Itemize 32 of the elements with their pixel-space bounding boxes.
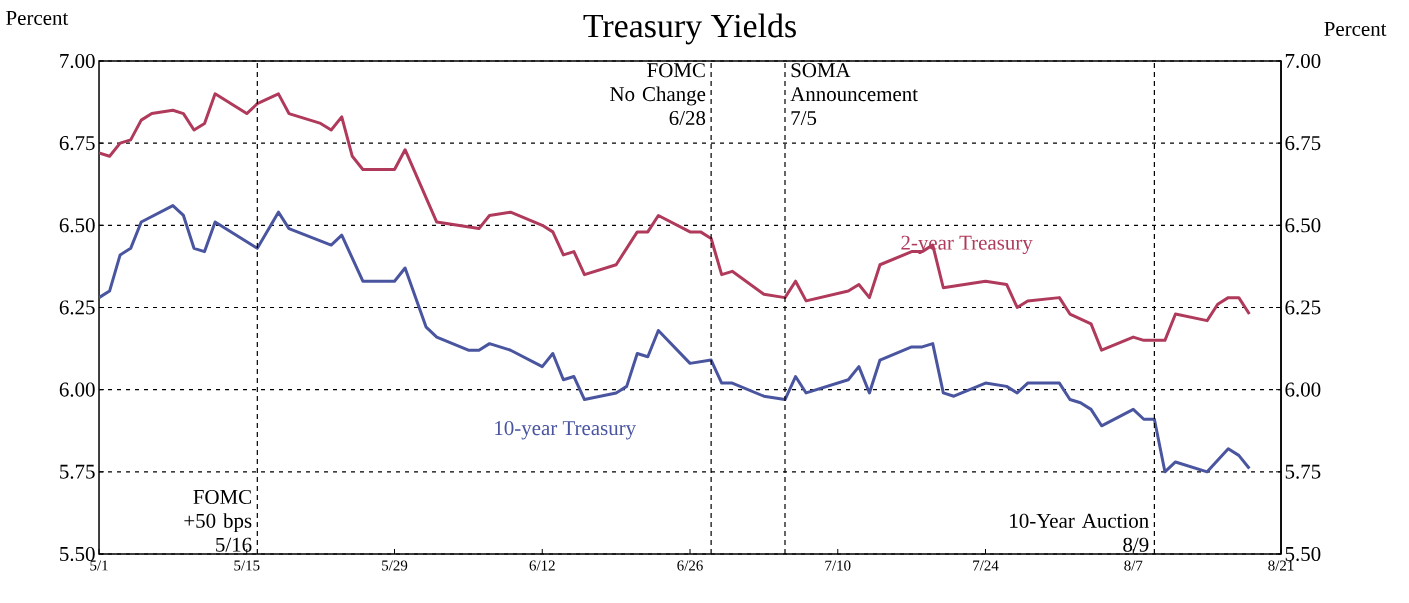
ref-line-label: SOMA Announcement 7/5	[790, 63, 918, 126]
x-tick-label: 7/10	[825, 560, 851, 571]
x-tick-label: 5/29	[382, 560, 408, 571]
line-series	[99, 204, 1251, 474]
y-tick-label: 7.00	[60, 53, 95, 69]
chart-title: Treasury Yields	[583, 13, 796, 45]
y2-tick-label: 7.00	[1285, 53, 1321, 69]
y-tick-label: 6.25	[59, 300, 95, 315]
y-tick-label: 5.75	[60, 464, 95, 479]
ref-line-label: FOMC No Change 6/28	[610, 63, 706, 126]
y2-tick-label: 6.75	[1285, 136, 1321, 151]
x-tick-label: 8/21	[1268, 560, 1294, 571]
y-axis-title: Percent	[6, 11, 69, 25]
y-tick-label: 6.00	[59, 382, 95, 397]
y2-tick-label: 6.00	[1285, 382, 1321, 397]
y-tick-label: 6.50	[59, 218, 95, 233]
x-tick-label: 6/26	[677, 560, 703, 571]
ref-line-label: FOMC +50 bps 5/16	[184, 489, 252, 552]
x-tick-label: 7/24	[973, 560, 999, 571]
y2-tick-label: 5.75	[1285, 464, 1321, 479]
x-tick-label: 6/12	[529, 560, 555, 571]
y2-tick-label: 6.50	[1285, 218, 1321, 233]
x-tick-label: 5/15	[234, 560, 260, 571]
x-tick-label: 8/7	[1124, 560, 1143, 571]
ref-line-label: 10-Year Auction 8/9	[1010, 513, 1149, 552]
y2-tick-label: 5.50	[1285, 546, 1321, 562]
x-tick-label: 5/1	[90, 560, 108, 571]
y-tick-label: 5.50	[60, 546, 95, 562]
series-label: 10-year Treasury	[495, 421, 637, 440]
y2-axis-title: Percent	[1324, 22, 1387, 36]
y2-tick-label: 6.25	[1285, 300, 1321, 315]
y-tick-label: 6.75	[59, 136, 95, 151]
